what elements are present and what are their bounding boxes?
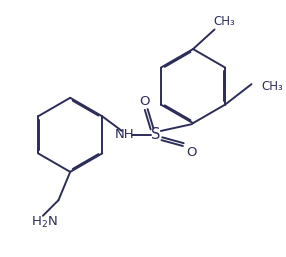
Text: S: S	[151, 127, 161, 142]
Text: CH₃: CH₃	[261, 80, 283, 93]
Text: CH₃: CH₃	[213, 15, 235, 28]
Text: O: O	[139, 95, 150, 108]
Text: O: O	[186, 146, 196, 159]
Text: NH: NH	[115, 128, 135, 141]
Text: H$_2$N: H$_2$N	[31, 215, 58, 230]
